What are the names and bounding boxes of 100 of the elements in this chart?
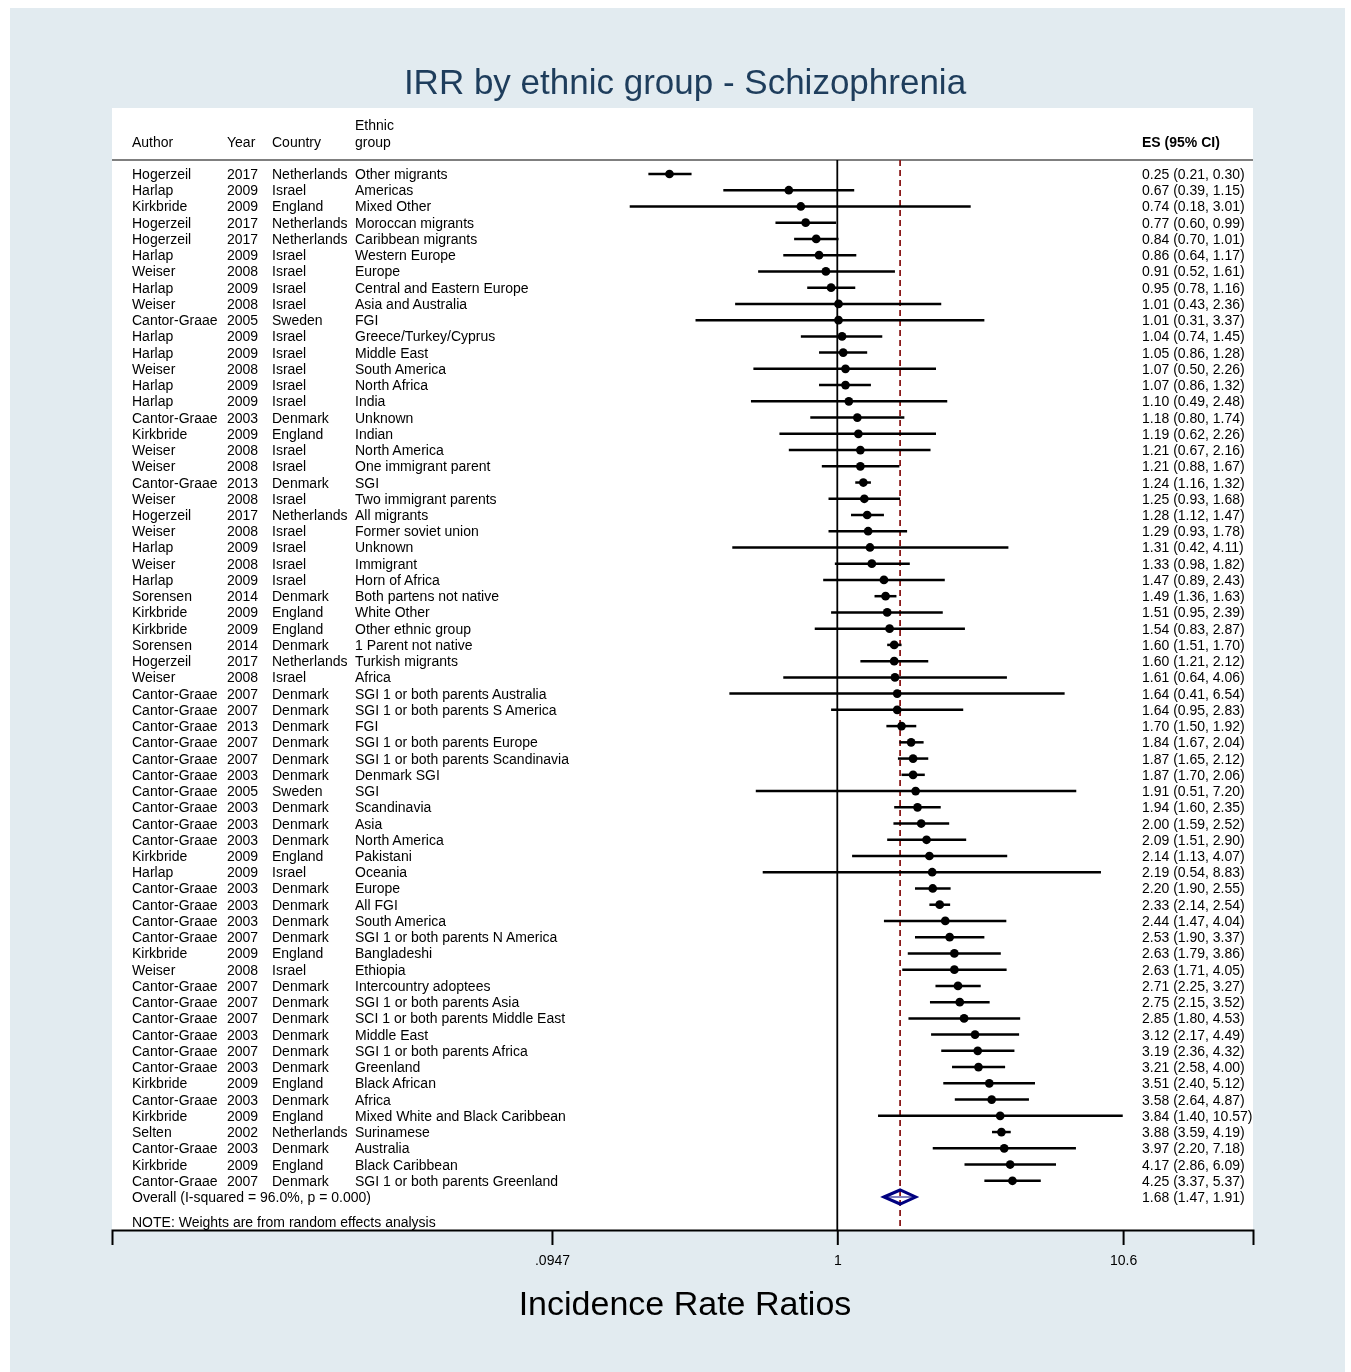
- y-tick-label: Bangladeshi: [355, 945, 433, 962]
- annotation: Denmark: [272, 409, 330, 426]
- annotation: Israel: [272, 961, 307, 978]
- annotation: Israel: [272, 182, 307, 199]
- annotation: Israel: [272, 263, 307, 280]
- annotation: 2009: [227, 539, 259, 556]
- y2-tick-label: 1.64 (0.41, 6.54): [1142, 685, 1245, 702]
- y-tick-label: Surinamese: [355, 1124, 430, 1141]
- annotation: 2003: [227, 409, 259, 426]
- y2-tick-label: 1.68 (1.47, 1.91): [1142, 1189, 1245, 1205]
- y2-tick-label: 2.53 (1.90, 3.37): [1142, 929, 1245, 946]
- y-tick-label: SGI: [355, 474, 380, 491]
- y2-tick-label: 2.19 (0.54, 8.83): [1142, 864, 1245, 881]
- annotation: Sweden: [272, 783, 323, 800]
- y2-tick-label: 3.97 (2.20, 7.18): [1142, 1140, 1245, 1157]
- annotation: Weiser: [132, 263, 176, 280]
- annotation: Denmark: [272, 1042, 330, 1059]
- y2-tick-label: 1.04 (0.74, 1.45): [1142, 328, 1245, 345]
- annotation: 2009: [227, 182, 259, 199]
- annotation: 2008: [227, 263, 259, 280]
- annotation: Israel: [272, 523, 307, 540]
- x-tick-label: .0947: [534, 1251, 571, 1268]
- annotation: Denmark: [272, 1026, 330, 1043]
- annotation: England: [272, 425, 324, 442]
- y2-tick-label: 3.12 (2.17, 4.49): [1142, 1026, 1245, 1043]
- annotation: 2007: [227, 1010, 259, 1027]
- y-tick-label: Indian: [355, 425, 394, 442]
- annotation: 2008: [227, 523, 259, 540]
- annotation: Kirkbride: [132, 604, 188, 621]
- annotation: 2008: [227, 555, 259, 572]
- annotation: 2007: [227, 1042, 259, 1059]
- annotation: Denmark: [272, 1059, 330, 1076]
- annotation: 2007: [227, 734, 259, 751]
- y2-tick-label: 2.00 (1.59, 2.52): [1142, 815, 1245, 832]
- y-tick-label: SGI 1 or both parents Africa: [355, 1042, 528, 1059]
- y-tick-label: SGI: [355, 783, 380, 800]
- annotation: 2014: [227, 636, 259, 653]
- annotation: Cantor-Graae: [132, 734, 218, 751]
- annotation: 2003: [227, 880, 259, 897]
- annotation: Israel: [272, 555, 307, 572]
- annotation: Hogerzeil: [132, 214, 192, 231]
- annotation: Denmark: [272, 977, 330, 994]
- annotation: Kirkbride: [132, 198, 188, 215]
- annotation: 2017: [227, 166, 259, 182]
- annotation: 2009: [227, 279, 259, 296]
- annotation: Cantor-Graae: [132, 1059, 218, 1076]
- annotation: Netherlands: [272, 507, 348, 523]
- y-tick-label: Denmark SGI: [355, 766, 440, 783]
- y2-tick-label: 1.64 (0.95, 2.83): [1142, 701, 1245, 718]
- y2-tick-label: 2.20 (1.90, 2.55): [1142, 880, 1245, 897]
- annotation: Kirkbride: [132, 1107, 188, 1124]
- annotation: Netherlands: [272, 214, 348, 231]
- annotation: Israel: [272, 571, 307, 588]
- annotation: Cantor-Graae: [132, 783, 218, 800]
- annotation: 2008: [227, 442, 259, 459]
- annotation: Cantor-Graae: [132, 896, 218, 913]
- annotation: Denmark: [272, 799, 330, 816]
- annotation: Harlap: [132, 864, 174, 881]
- annotation: 2007: [227, 701, 259, 718]
- annotation: Cantor-Graae: [132, 1091, 218, 1108]
- annotation: Denmark: [272, 588, 330, 605]
- y-tick-label: Australia: [355, 1140, 410, 1157]
- y-tick-label: SGI 1 or both parents N America: [355, 929, 558, 946]
- y2-tick-label: 3.88 (3.59, 4.19): [1142, 1124, 1245, 1141]
- annotation: 2008: [227, 961, 259, 978]
- y-tick-label: One immigrant parent: [355, 458, 491, 475]
- annotation: 2003: [227, 815, 259, 832]
- annotation: Harlap: [132, 344, 174, 361]
- annotation: England: [272, 848, 324, 864]
- annotation: 2009: [227, 247, 259, 264]
- y-tick-label: SGI 1 or both parents Europe: [355, 734, 539, 751]
- y2-tick-label: 1.21 (0.67, 2.16): [1142, 442, 1245, 459]
- y-tick-label: Ethiopia: [355, 961, 406, 978]
- annotation: England: [272, 1107, 324, 1124]
- y-tick-label: Central and Eastern Europe: [355, 279, 529, 296]
- annotation: 2008: [227, 490, 259, 507]
- annotation: Cantor-Graae: [132, 799, 218, 816]
- y2-tick-label: 1.33 (0.98, 1.82): [1142, 555, 1245, 572]
- annotation: Denmark: [272, 1010, 330, 1027]
- annotation: Cantor-Graae: [132, 1026, 218, 1043]
- y2-tick-label: 2.85 (1.80, 4.53): [1142, 1010, 1245, 1027]
- annotation: Denmark: [272, 880, 330, 897]
- text: Country: [272, 134, 322, 150]
- y-tick-label: South America: [355, 360, 447, 377]
- y-tick-label: Pakistani: [355, 848, 412, 864]
- chart-title: IRR by ethnic group - Schizophrenia: [403, 62, 967, 101]
- annotation: Cantor-Graae: [132, 977, 218, 994]
- annotation: 2003: [227, 831, 259, 848]
- y-tick-label: Former soviet union: [355, 523, 479, 540]
- annotation: Weiser: [132, 458, 176, 475]
- annotation: 2009: [227, 1107, 259, 1124]
- annotation: 2008: [227, 458, 259, 475]
- annotation: 2007: [227, 1172, 259, 1189]
- annotation: 2003: [227, 799, 259, 816]
- annotation: 2009: [227, 393, 259, 410]
- y-tick-label: Europe: [355, 880, 401, 897]
- annotation: Denmark: [272, 815, 330, 832]
- annotation: Denmark: [272, 474, 330, 491]
- annotation: Weiser: [132, 961, 176, 978]
- y-tick-label: Scandinavia: [355, 799, 432, 816]
